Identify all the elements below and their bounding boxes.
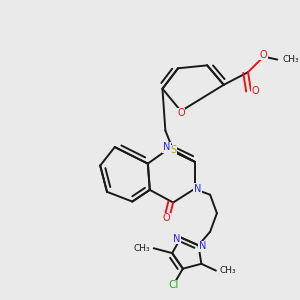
Text: O: O bbox=[251, 86, 259, 96]
Text: O: O bbox=[260, 50, 267, 60]
Text: N: N bbox=[199, 241, 206, 251]
Text: N: N bbox=[163, 142, 170, 152]
Text: N: N bbox=[194, 184, 201, 194]
Text: CH₃: CH₃ bbox=[282, 55, 299, 64]
Text: Cl: Cl bbox=[168, 280, 178, 290]
Text: N: N bbox=[173, 233, 181, 244]
Text: O: O bbox=[177, 108, 185, 118]
Text: CH₃: CH₃ bbox=[133, 244, 150, 253]
Text: O: O bbox=[163, 213, 170, 223]
Text: CH₃: CH₃ bbox=[220, 266, 236, 275]
Text: S: S bbox=[170, 145, 176, 155]
